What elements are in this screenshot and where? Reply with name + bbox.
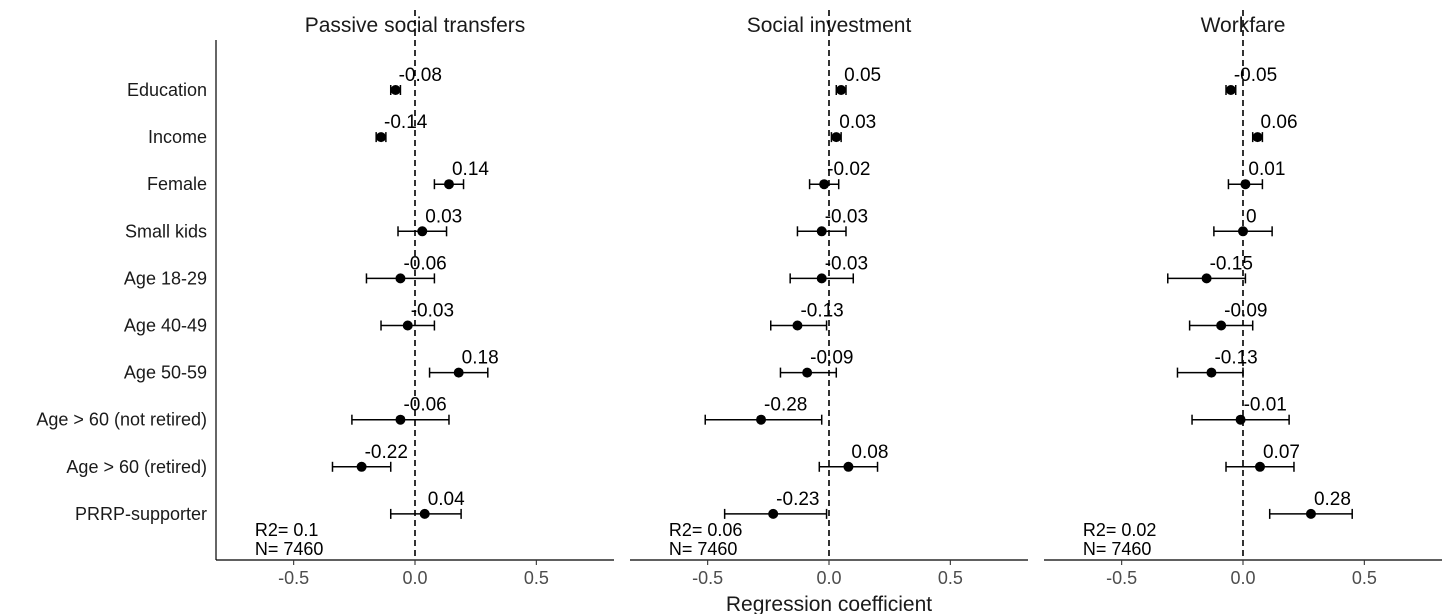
data-label: -0.02 xyxy=(827,159,870,180)
estimate-point xyxy=(395,273,406,284)
estimate-point xyxy=(453,367,464,378)
data-label: 0 xyxy=(1246,206,1257,227)
estimate-point xyxy=(816,273,827,284)
data-label: -0.05 xyxy=(1234,65,1277,86)
y-tick-label: Education xyxy=(127,80,207,100)
estimate-point xyxy=(1216,320,1227,331)
estimate-point xyxy=(816,226,827,237)
estimate-point xyxy=(792,320,803,331)
data-label: -0.08 xyxy=(399,65,442,86)
estimate-point xyxy=(1206,367,1217,378)
data-label: -0.22 xyxy=(365,442,408,463)
estimate-point xyxy=(1238,226,1248,237)
estimate-point xyxy=(402,320,413,331)
estimate-point xyxy=(802,367,813,378)
data-label: -0.09 xyxy=(1224,301,1267,322)
y-tick-label: Small kids xyxy=(125,221,207,241)
data-label: -0.23 xyxy=(776,489,819,510)
estimate-point xyxy=(843,461,854,472)
x-tick-label: -0.5 xyxy=(278,568,309,588)
data-label: 0.14 xyxy=(452,159,489,180)
data-label: -0.06 xyxy=(403,395,446,416)
y-tick-label: PRRP-supporter xyxy=(75,504,207,524)
data-label: -0.15 xyxy=(1210,253,1253,274)
y-tick-label: Age 18-29 xyxy=(124,268,207,288)
data-label: -0.03 xyxy=(411,301,454,322)
estimate-point xyxy=(1225,85,1236,95)
x-tick-label: 0.0 xyxy=(402,568,427,588)
estimate-point xyxy=(1305,508,1316,519)
x-tick-label: 0.5 xyxy=(524,568,549,588)
estimate-point xyxy=(1235,414,1246,425)
y-tick-label: Age > 60 (retired) xyxy=(66,457,207,477)
y-tick-label: Female xyxy=(147,174,207,194)
estimate-point xyxy=(1254,461,1265,472)
estimate-point xyxy=(356,461,367,472)
n-annotation: N= 7460 xyxy=(1083,539,1152,559)
estimate-point xyxy=(768,508,779,519)
estimate-point xyxy=(1240,179,1251,190)
data-label: 0.18 xyxy=(462,348,499,369)
estimate-point xyxy=(1201,273,1212,284)
data-label: -0.01 xyxy=(1244,395,1287,416)
r2-annotation: R2= 0.02 xyxy=(1083,520,1157,540)
data-label: -0.09 xyxy=(810,348,853,369)
data-label: -0.28 xyxy=(764,395,807,416)
n-annotation: N= 7460 xyxy=(255,539,324,559)
n-annotation: N= 7460 xyxy=(669,539,738,559)
estimate-point xyxy=(417,226,428,237)
y-axis-labels: Education Income Female Small kids Age 18-29… xyxy=(36,80,207,524)
data-label: 0.06 xyxy=(1261,112,1298,133)
y-tick-label: Age > 60 (not retired) xyxy=(36,410,207,430)
x-axis-title: Regression coefficient xyxy=(726,593,932,614)
estimate-point xyxy=(376,132,387,143)
x-tick-label: 0.5 xyxy=(1352,568,1377,588)
data-label: 0.03 xyxy=(839,112,876,133)
data-label: 0.03 xyxy=(425,206,462,227)
estimate-point xyxy=(819,179,830,190)
panel: Workfare-0.5 0.0 0.5-0.050.060.010-0.15-0.… xyxy=(1044,10,1442,588)
panel: Social investment-0.5 0.0 0.50.050.03-0.02… xyxy=(630,10,1028,588)
estimate-point xyxy=(395,414,406,425)
estimate-point xyxy=(390,85,401,95)
x-tick-label: -0.5 xyxy=(692,568,723,588)
x-tick-label: -0.5 xyxy=(1106,568,1137,588)
panel: Passive social transfers-0.5 0.0 0.5-0.08-… xyxy=(216,10,614,588)
data-label: -0.13 xyxy=(1214,348,1257,369)
estimate-point xyxy=(836,85,847,95)
data-label: -0.06 xyxy=(403,253,446,274)
x-tick-label: 0.0 xyxy=(816,568,841,588)
x-tick-label: 0.5 xyxy=(938,568,963,588)
x-tick-label: 0.0 xyxy=(1230,568,1255,588)
y-tick-label: Age 50-59 xyxy=(124,363,207,383)
estimate-point xyxy=(443,179,454,190)
estimate-point xyxy=(831,132,842,143)
data-label: 0.28 xyxy=(1314,489,1351,510)
data-label: -0.13 xyxy=(800,301,843,322)
data-label: -0.03 xyxy=(825,253,868,274)
y-tick-label: Income xyxy=(148,127,207,147)
r2-annotation: R2= 0.1 xyxy=(255,520,319,540)
data-label: 0.01 xyxy=(1248,159,1285,180)
r2-annotation: R2= 0.06 xyxy=(669,520,743,540)
data-label: -0.14 xyxy=(384,112,428,133)
estimate-point xyxy=(756,414,767,425)
data-label: 0.08 xyxy=(851,442,888,463)
data-label: 0.05 xyxy=(844,65,881,86)
estimate-point xyxy=(1252,132,1263,143)
data-label: 0.04 xyxy=(428,489,465,510)
estimate-point xyxy=(419,508,430,519)
data-label: -0.03 xyxy=(825,206,868,227)
chart-panels: Education Income Female Small kids Age 18-29… xyxy=(36,10,1442,588)
y-tick-label: Age 40-49 xyxy=(124,316,207,336)
data-label: 0.07 xyxy=(1263,442,1300,463)
